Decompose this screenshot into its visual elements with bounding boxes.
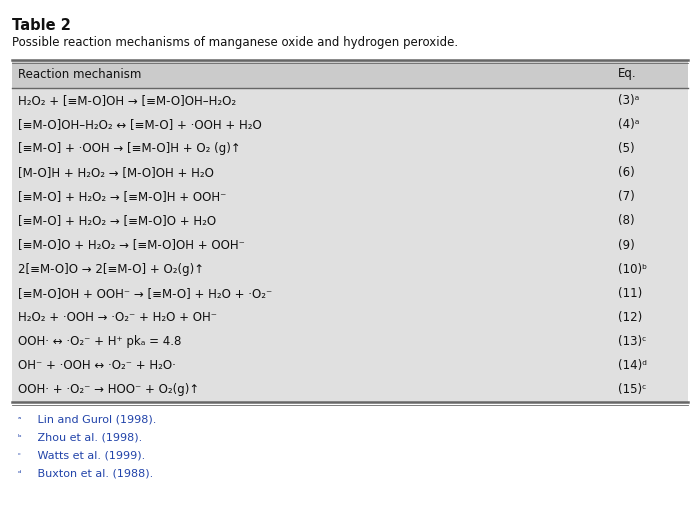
Text: (7): (7) [618,190,635,203]
Text: 2[≡M-O]O → 2[≡M-O] + O₂(g)↑: 2[≡M-O]O → 2[≡M-O] + O₂(g)↑ [18,262,204,276]
Text: [≡M-O]OH–H₂O₂ ↔ [≡M-O] + ·OOH + H₂O: [≡M-O]OH–H₂O₂ ↔ [≡M-O] + ·OOH + H₂O [18,118,261,131]
Text: (12): (12) [618,311,642,324]
Text: Reaction mechanism: Reaction mechanism [18,68,141,80]
Text: Lin and Gurol (1998).: Lin and Gurol (1998). [34,415,157,425]
Text: [M-O]H + H₂O₂ → [M-O]OH + H₂O: [M-O]H + H₂O₂ → [M-O]OH + H₂O [18,166,214,179]
Text: (6): (6) [618,166,635,179]
Text: OH⁻ + ·OOH ↔ ·O₂⁻ + H₂O·: OH⁻ + ·OOH ↔ ·O₂⁻ + H₂O· [18,359,176,372]
Text: (11): (11) [618,287,642,300]
Text: (15)ᶜ: (15)ᶜ [618,383,647,396]
Text: [≡M-O] + ·OOH → [≡M-O]H + O₂ (g)↑: [≡M-O] + ·OOH → [≡M-O]H + O₂ (g)↑ [18,142,240,155]
Text: (5): (5) [618,142,635,155]
Text: Eq.: Eq. [618,68,637,80]
Text: (3)ᵃ: (3)ᵃ [618,93,640,107]
Text: ᵇ: ᵇ [18,433,22,442]
Text: H₂O₂ + [≡M-O]OH → [≡M-O]OH–H₂O₂: H₂O₂ + [≡M-O]OH → [≡M-O]OH–H₂O₂ [18,93,236,107]
Text: Zhou et al. (1998).: Zhou et al. (1998). [34,433,143,443]
Text: (4)ᵃ: (4)ᵃ [618,118,640,131]
Text: (13)ᶜ: (13)ᶜ [618,335,647,348]
Bar [12,60,688,88]
Text: (14)ᵈ: (14)ᵈ [618,359,647,372]
Text: (10)ᵇ: (10)ᵇ [618,262,647,276]
Text: OOH· + ·O₂⁻ → HOO⁻ + O₂(g)↑: OOH· + ·O₂⁻ → HOO⁻ + O₂(g)↑ [18,383,199,396]
Text: [≡M-O] + H₂O₂ → [≡M-O]O + H₂O: [≡M-O] + H₂O₂ → [≡M-O]O + H₂O [18,214,216,227]
Bar [12,60,688,402]
Text: H₂O₂ + ·OOH → ·O₂⁻ + H₂O + OH⁻: H₂O₂ + ·OOH → ·O₂⁻ + H₂O + OH⁻ [18,311,217,324]
Text: Table 2: Table 2 [12,18,71,33]
Text: ᵃ: ᵃ [18,415,22,424]
Text: [≡M-O] + H₂O₂ → [≡M-O]H + OOH⁻: [≡M-O] + H₂O₂ → [≡M-O]H + OOH⁻ [18,190,226,203]
Text: Possible reaction mechanisms of manganese oxide and hydrogen peroxide.: Possible reaction mechanisms of manganes… [12,36,458,49]
Text: OOH· ↔ ·O₂⁻ + H⁺ pkₐ = 4.8: OOH· ↔ ·O₂⁻ + H⁺ pkₐ = 4.8 [18,335,181,348]
Text: ᶜ: ᶜ [18,451,21,460]
Text: (9): (9) [618,238,635,251]
Text: (8): (8) [618,214,635,227]
Text: Watts et al. (1999).: Watts et al. (1999). [34,451,145,461]
Text: Buxton et al. (1988).: Buxton et al. (1988). [34,469,153,479]
Text: [≡M-O]OH + OOH⁻ → [≡M-O] + H₂O + ·O₂⁻: [≡M-O]OH + OOH⁻ → [≡M-O] + H₂O + ·O₂⁻ [18,287,272,300]
Text: ᵈ: ᵈ [18,469,22,478]
Text: [≡M-O]O + H₂O₂ → [≡M-O]OH + OOH⁻: [≡M-O]O + H₂O₂ → [≡M-O]OH + OOH⁻ [18,238,245,251]
